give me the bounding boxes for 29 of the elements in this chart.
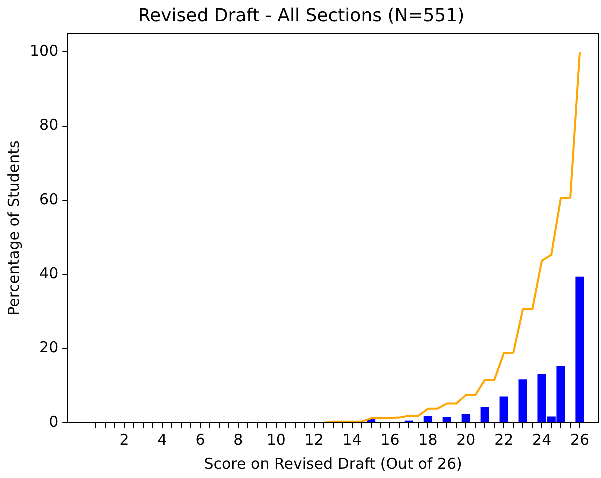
x-tick-label: 4 bbox=[158, 430, 168, 449]
bar bbox=[424, 416, 433, 423]
y-axis-title: Percentage of Students bbox=[4, 140, 23, 316]
bar bbox=[518, 380, 528, 423]
x-tick-label: 8 bbox=[234, 430, 244, 449]
x-tick-label: 22 bbox=[494, 430, 514, 449]
bar bbox=[480, 407, 490, 423]
x-tick-label: 20 bbox=[456, 430, 476, 449]
bar bbox=[442, 417, 452, 423]
y-tick-label: 100 bbox=[30, 42, 59, 60]
bar bbox=[576, 276, 584, 423]
bar bbox=[500, 396, 508, 423]
y-tick-label: 60 bbox=[40, 190, 59, 208]
x-tick-label: 24 bbox=[532, 430, 552, 449]
bar bbox=[462, 414, 470, 423]
x-tick-label: 6 bbox=[196, 430, 206, 449]
x-tick-label: 26 bbox=[570, 430, 590, 449]
x-tick-label: 18 bbox=[418, 430, 438, 449]
x-tick-label: 16 bbox=[380, 430, 400, 449]
x-tick-label: 12 bbox=[304, 430, 324, 449]
y-tick-label: 80 bbox=[40, 116, 59, 134]
x-axis-title: Score on Revised Draft (Out of 26) bbox=[204, 454, 462, 473]
x-tick-label: 10 bbox=[266, 430, 286, 449]
x-tick-label: 14 bbox=[342, 430, 362, 449]
y-tick-label: 40 bbox=[40, 264, 59, 283]
x-tick-label: 2 bbox=[120, 430, 130, 449]
y-tick-label: 20 bbox=[40, 338, 59, 357]
y-tick-label: 0 bbox=[49, 412, 59, 431]
chart-title: Revised Draft - All Sections (N=551) bbox=[138, 5, 465, 26]
